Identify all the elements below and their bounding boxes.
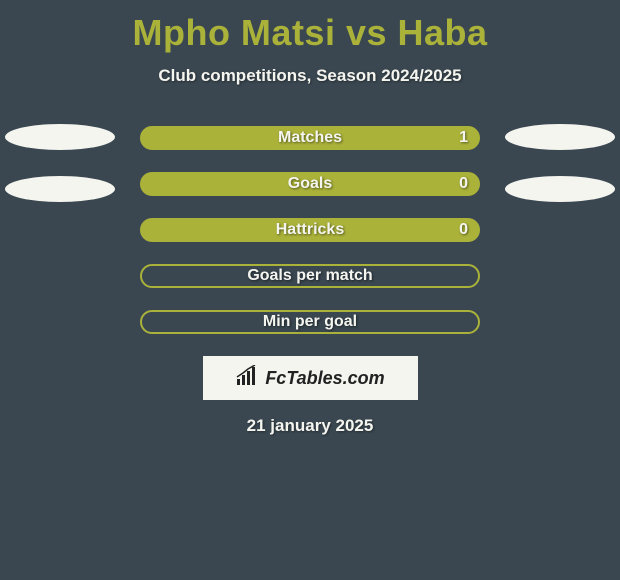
right-ellipse-2 [505, 176, 615, 202]
bar-value-right: 0 [459, 221, 468, 239]
bar-value-right: 1 [459, 129, 468, 147]
bar-row-matches: Matches 1 [140, 126, 480, 150]
page-title: Mpho Matsi vs Haba [0, 0, 620, 54]
bar-row-goals-per-match: Goals per match [140, 264, 480, 288]
subtitle: Club competitions, Season 2024/2025 [0, 66, 620, 86]
bar-label: Hattricks [276, 221, 344, 239]
bar-row-hattricks: Hattricks 0 [140, 218, 480, 242]
brand-text: FcTables.com [265, 368, 384, 389]
left-ellipse-2 [5, 176, 115, 202]
bar-label: Goals per match [247, 267, 372, 285]
bar-label: Matches [278, 129, 342, 147]
left-ellipse-1 [5, 124, 115, 150]
bar-label: Goals [288, 175, 332, 193]
comparison-infographic: Mpho Matsi vs Haba Club competitions, Se… [0, 0, 620, 580]
bar-label: Min per goal [263, 313, 357, 331]
chart-icon [235, 365, 261, 392]
right-ellipse-1 [505, 124, 615, 150]
bar-row-min-per-goal: Min per goal [140, 310, 480, 334]
bar-row-goals: Goals 0 [140, 172, 480, 196]
bars-container: Matches 1 Goals 0 Hattricks 0 Goals per … [140, 126, 480, 334]
brand-logo: FcTables.com [203, 356, 418, 400]
bar-value-right: 0 [459, 175, 468, 193]
date-label: 21 january 2025 [0, 416, 620, 436]
